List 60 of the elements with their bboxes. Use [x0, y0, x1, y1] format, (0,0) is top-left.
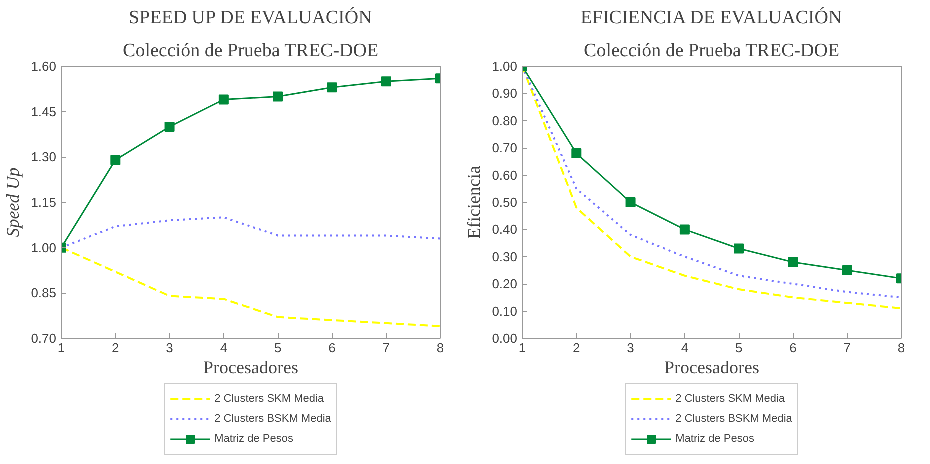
chart-title: SPEED UP DE EVALUACIÓN [128, 6, 373, 28]
point [680, 224, 690, 235]
x-tick-label: 6 [328, 340, 336, 356]
point [164, 122, 175, 132]
y-tick-label: 0.80 [492, 113, 518, 128]
x-tick-label: 8 [436, 340, 444, 356]
y-axis-title: Eficiencia [464, 166, 484, 239]
x-tick-label: 6 [790, 340, 797, 356]
y-tick-label: 0.20 [492, 276, 518, 292]
legend-label: Matriz de Pesos [214, 433, 294, 445]
point [842, 266, 852, 276]
y-tick-label: 0.70 [492, 140, 518, 156]
y-tick-label: 1.15 [31, 195, 57, 210]
point [327, 82, 338, 93]
legend-label: 2 Clusters SKM Media [676, 393, 786, 405]
point [273, 92, 284, 102]
y-tick-label: 0.30 [492, 249, 518, 264]
x-tick-label: 4 [681, 340, 689, 356]
y-axis-title: Speed Up [3, 168, 24, 238]
y-tick-label: 0.70 [31, 331, 57, 346]
point [110, 155, 121, 166]
chart-subtitle: Colección de Prueba TREC-DOE [584, 40, 840, 62]
y-tick-label: 1.00 [31, 240, 57, 256]
x-tick-label: 2 [112, 340, 120, 356]
legend-label: 2 Clusters SKM Media [214, 393, 324, 405]
point [734, 244, 744, 254]
x-tick-label: 2 [573, 340, 580, 356]
y-tick-label: 0.10 [492, 304, 518, 319]
y-tick-label: 0.50 [492, 195, 518, 210]
point [788, 257, 798, 268]
y-tick-label: 0.40 [492, 222, 518, 238]
chart-subtitle: Colección de Prueba TREC-DOE [123, 40, 379, 62]
x-tick-label: 3 [627, 340, 634, 356]
x-axis-title: Procesadores [664, 358, 760, 378]
point [626, 198, 636, 208]
x-tick-label: 5 [274, 340, 282, 356]
x-axis-title: Procesadores [204, 358, 298, 378]
y-tick-label: 1.45 [31, 104, 57, 120]
x-tick-label: 8 [898, 340, 906, 356]
x-tick-label: 1 [58, 340, 66, 356]
y-tick-label: 0.00 [492, 331, 518, 346]
y-tick-label: 0.85 [31, 286, 57, 301]
point [572, 148, 582, 159]
legend-label: 2 Clusters BSKM Media [676, 413, 792, 425]
y-tick-label: 0.90 [492, 86, 518, 102]
y-tick-label: 0.60 [492, 168, 518, 183]
x-tick-label: 7 [382, 340, 390, 356]
x-tick-label: 3 [166, 340, 174, 356]
y-tick-label: 1.30 [31, 150, 57, 165]
x-tick-label: 1 [518, 340, 526, 356]
point [381, 76, 392, 87]
x-tick-label: 5 [735, 340, 743, 356]
y-tick-label: 1.60 [31, 59, 57, 74]
x-tick-label: 7 [844, 340, 851, 356]
chart-title: EFICIENCIA DE EVALUACIÓN [580, 6, 842, 28]
x-tick-label: 4 [220, 340, 228, 356]
legend-label: Matriz de Pesos [676, 433, 754, 445]
point [218, 94, 229, 105]
legend-label: 2 Clusters BSKM Media [214, 413, 332, 425]
y-tick-label: 1.00 [492, 59, 518, 74]
